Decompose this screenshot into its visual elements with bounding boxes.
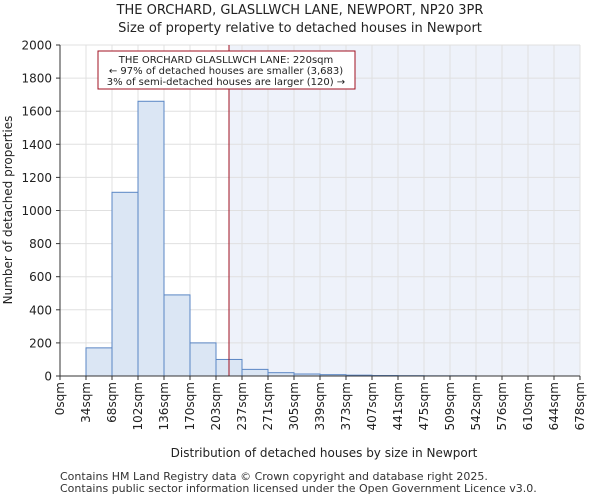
y-tick-label: 2000: [21, 39, 52, 53]
y-ticks: 0 200 400 600 800 1000 1200 1400 1600 1800 2000: [21, 39, 60, 384]
x-ticks: 0sqm 34sqm 68sqm 102sqm 136sqm 170sqm 203sqm 23…: [53, 376, 587, 430]
x-tick-label: 509sqm: [443, 382, 457, 430]
x-tick-label: 0sqm: [53, 382, 67, 415]
y-tick-label: 800: [29, 237, 52, 251]
x-axis-label: Distribution of detached houses by size …: [171, 446, 478, 460]
y-tick-label: 400: [29, 303, 52, 317]
annotation-label: THE ORCHARD GLASLLWCH LANE: 220sqm: [118, 55, 334, 66]
y-axis-label: Number of detached properties: [1, 116, 15, 305]
x-tick-label: 339sqm: [313, 382, 327, 430]
annotation-smaller: ← 97% of detached houses are smaller (3,…: [109, 66, 343, 77]
bars: [85, 100, 477, 377]
y-tick-label: 1400: [21, 138, 52, 152]
footer-attribution: Contains HM Land Registry data © Crown c…: [60, 471, 537, 495]
histogram-bar: [85, 347, 113, 377]
y-tick-label: 600: [29, 270, 52, 284]
histogram-bar: [111, 191, 139, 377]
footer-line1: Contains HM Land Registry data © Crown c…: [60, 470, 488, 483]
histogram-bar: [137, 100, 165, 377]
x-tick-label: 305sqm: [287, 382, 301, 430]
x-tick-label: 68sqm: [105, 382, 119, 423]
x-tick-label: 271sqm: [261, 382, 275, 430]
y-tick-label: 0: [44, 370, 52, 384]
y-tick-label: 1600: [21, 105, 52, 119]
x-tick-label: 644sqm: [547, 382, 561, 430]
y-tick-label: 1200: [21, 171, 52, 185]
x-tick-label: 203sqm: [209, 382, 223, 430]
annotation-box: THE ORCHARD GLASLLWCH LANE: 220sqm ← 97%…: [97, 50, 356, 90]
histogram-bar: [189, 342, 217, 377]
y-tick-label: 200: [29, 336, 52, 350]
y-tick-label: 1800: [21, 72, 52, 86]
footer-line2: Contains public sector information licen…: [60, 482, 537, 495]
x-tick-label: 102sqm: [131, 382, 145, 430]
y-tick-label: 1000: [21, 204, 52, 218]
histogram-bar: [241, 368, 269, 377]
x-tick-label: 610sqm: [521, 382, 535, 430]
annotation-larger: 3% of semi-detached houses are larger (1…: [107, 77, 345, 88]
x-tick-label: 34sqm: [79, 382, 93, 423]
x-tick-label: 237sqm: [235, 382, 249, 430]
x-tick-label: 678sqm: [573, 382, 587, 430]
chart-title-line1: THE ORCHARD, GLASLLWCH LANE, NEWPORT, NP…: [116, 3, 484, 18]
x-tick-label: 475sqm: [417, 382, 431, 430]
x-tick-label: 441sqm: [391, 382, 405, 430]
x-tick-label: 407sqm: [365, 382, 379, 430]
x-tick-label: 373sqm: [339, 382, 353, 430]
histogram-bar: [163, 294, 191, 377]
x-tick-label: 136sqm: [157, 382, 171, 430]
x-tick-label: 170sqm: [183, 382, 197, 430]
x-tick-label: 576sqm: [495, 382, 509, 430]
x-tick-label: 542sqm: [469, 382, 483, 430]
annotation-frame: [97, 50, 356, 90]
chart-title-line2: Size of property relative to detached ho…: [118, 21, 482, 36]
